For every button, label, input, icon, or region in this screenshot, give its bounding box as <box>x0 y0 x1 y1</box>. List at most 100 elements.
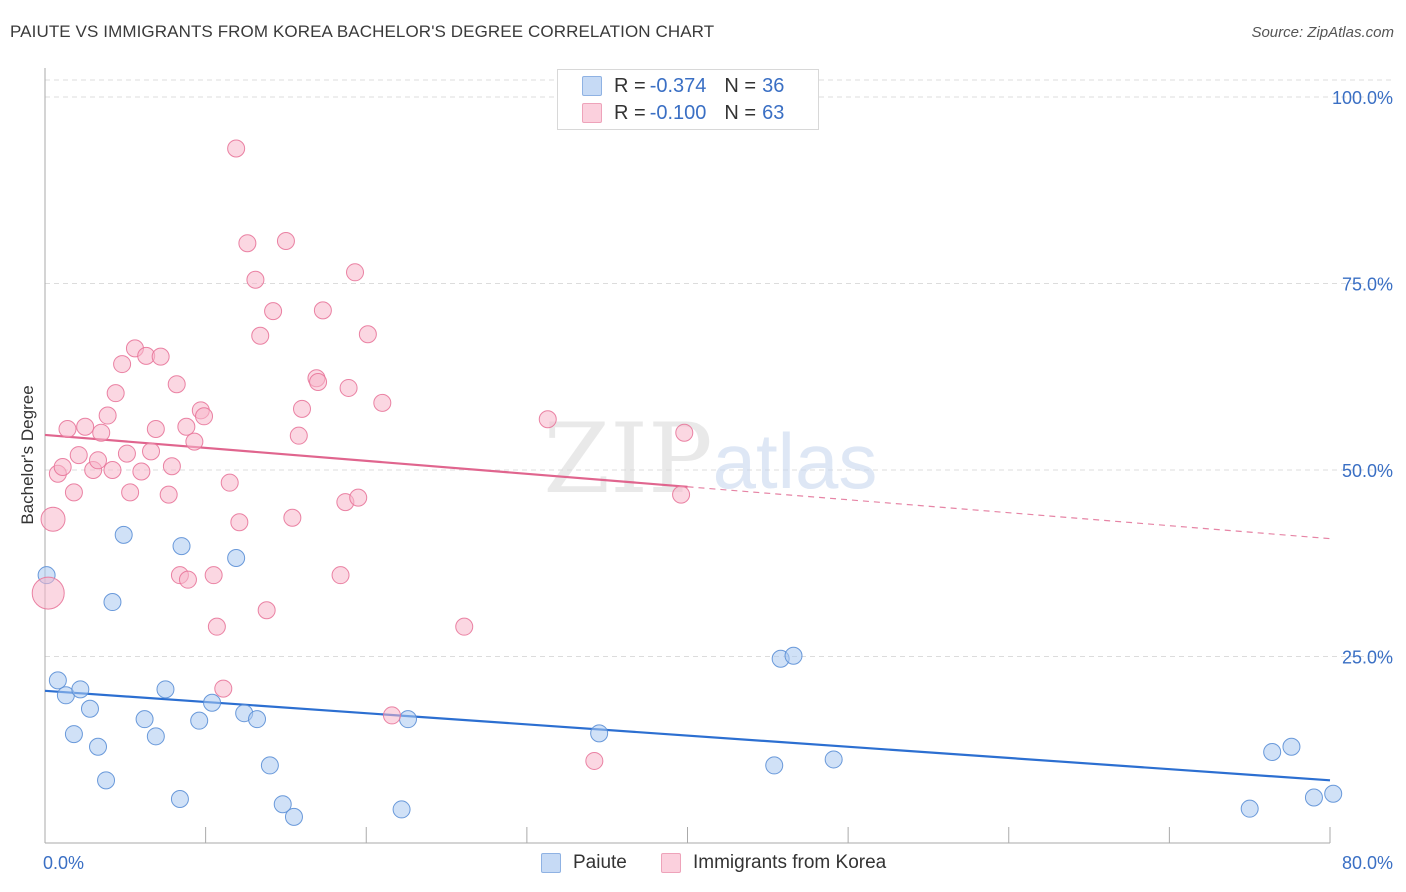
korea-point <box>251 326 270 345</box>
chart-title: PAIUTE VS IMMIGRANTS FROM KOREA BACHELOR… <box>10 22 715 41</box>
korea-point <box>257 601 276 620</box>
korea-point <box>207 617 226 636</box>
korea-point <box>339 378 358 397</box>
paiute-point <box>103 593 122 612</box>
y-tick-label: 100.0% <box>1332 88 1393 108</box>
korea-point <box>162 457 181 476</box>
paiute-point <box>114 525 133 544</box>
watermark: ZIP atlas <box>543 403 877 515</box>
korea-point <box>293 399 311 418</box>
paiute-point <box>227 549 246 568</box>
paiute-point <box>284 807 303 826</box>
paiute-point <box>273 795 292 814</box>
paiute-point <box>135 710 154 729</box>
paiute-point <box>156 680 175 699</box>
paiute-point <box>64 725 83 744</box>
y-tick-label: 75.0% <box>1342 275 1393 295</box>
korea-point <box>106 384 125 403</box>
r-label: R = <box>614 101 646 124</box>
series-legend: Paiute Immigrants from Korea <box>0 852 1406 878</box>
korea-point <box>227 139 246 158</box>
korea-point <box>113 355 132 374</box>
paiute-point <box>89 737 108 756</box>
legend-label-korea: Immigrants from Korea <box>693 852 887 873</box>
paiute-point <box>71 680 90 699</box>
korea-point <box>178 570 197 589</box>
korea-point <box>309 372 328 391</box>
paiute-point <box>399 710 418 729</box>
korea-point <box>373 393 392 412</box>
paiute-point <box>248 710 267 729</box>
korea-point <box>220 473 239 492</box>
paiute-point <box>170 789 189 808</box>
stats-row-paiute: R = -0.374 N = 36 <box>582 74 784 98</box>
r-value: -0.374 <box>649 74 707 97</box>
korea-point <box>53 458 72 477</box>
paiute-point <box>392 800 411 819</box>
source-label: Source: ZipAtlas.com <box>1251 24 1394 41</box>
korea-point <box>358 325 377 344</box>
watermark-atlas: atlas <box>713 417 878 505</box>
korea-point <box>185 432 204 451</box>
y-tick-label: 25.0% <box>1342 648 1393 668</box>
korea-point <box>117 444 136 463</box>
korea-point <box>121 483 140 502</box>
x-tick-label-min: 0.0% <box>43 853 84 873</box>
korea-point <box>246 270 265 289</box>
legend-label-paiute: Paiute <box>573 852 627 873</box>
korea-legend-swatch <box>661 853 681 873</box>
korea-point <box>214 679 233 698</box>
korea-point <box>89 451 108 470</box>
stats-legend: R = -0.374 N = 36 R = -0.100 N = 63 <box>557 69 819 130</box>
korea-point <box>675 423 694 442</box>
korea-point <box>382 706 401 725</box>
korea-point <box>538 410 557 429</box>
paiute-point <box>190 711 209 730</box>
korea-point <box>103 461 122 479</box>
paiute-point <box>1282 737 1301 756</box>
korea-point <box>331 566 350 585</box>
korea-point <box>146 419 165 438</box>
korea-point <box>283 508 302 527</box>
paiute-point <box>824 750 843 769</box>
paiute-point <box>48 671 67 690</box>
korea-point <box>264 302 283 321</box>
legend-item-paiute[interactable]: Paiute <box>541 852 627 874</box>
korea-point <box>69 446 88 465</box>
gridlines <box>45 79 1392 657</box>
korea-point <box>92 423 111 442</box>
korea-point <box>276 231 295 250</box>
korea-point <box>31 576 65 610</box>
korea-point <box>177 417 196 436</box>
korea-point <box>349 488 368 507</box>
korea-point <box>585 751 604 770</box>
paiute-point <box>260 756 279 775</box>
korea-point <box>40 506 66 532</box>
n-value: 36 <box>762 74 785 97</box>
paiute-point <box>80 699 99 718</box>
korea-point <box>159 485 178 504</box>
n-value: 63 <box>762 101 785 124</box>
paiute-swatch <box>582 76 602 96</box>
y-tick-label: 50.0% <box>1342 461 1393 481</box>
trend-lines <box>44 433 1331 782</box>
korea-point <box>151 347 170 366</box>
korea-point <box>346 263 365 282</box>
korea-point <box>313 301 332 320</box>
legend-item-korea[interactable]: Immigrants from Korea <box>661 852 886 874</box>
korea-point <box>195 407 214 426</box>
korea-point <box>238 234 257 253</box>
korea-swatch <box>582 103 602 123</box>
paiute-point <box>1324 784 1343 803</box>
korea-point <box>142 442 161 461</box>
paiute-point <box>97 771 116 790</box>
korea-point <box>230 513 249 532</box>
data-points <box>31 139 1343 826</box>
paiute-point <box>203 693 222 712</box>
korea-trend-line-dashed <box>687 486 1331 540</box>
n-label: N = <box>724 74 757 97</box>
paiute-point <box>784 646 803 665</box>
paiute-point <box>1240 799 1259 818</box>
paiute-point <box>1263 742 1282 761</box>
